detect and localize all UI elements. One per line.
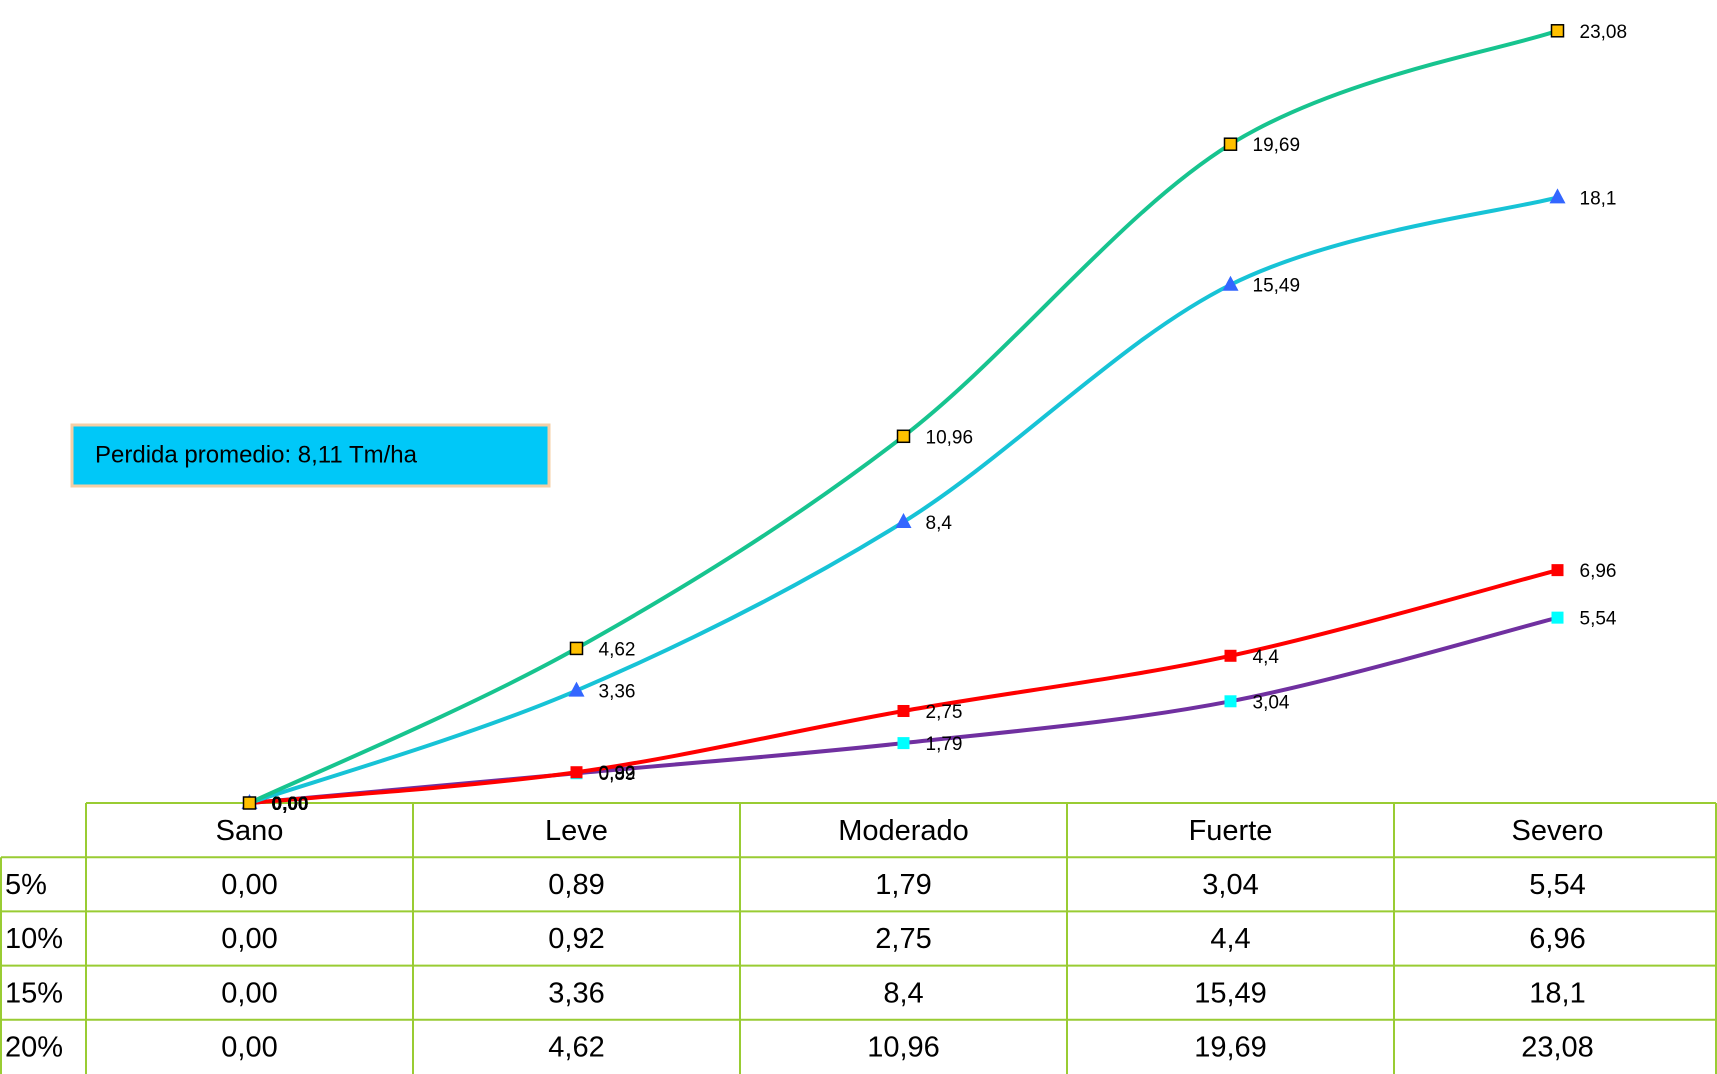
table-cell: 23,08 (1521, 1032, 1594, 1064)
data-label: 1,79 (926, 734, 963, 755)
marker (1223, 137, 1238, 151)
marker (1549, 188, 1566, 204)
data-label: 4,4 (1253, 647, 1280, 668)
plot: 0,000,891,793,045,540,000,922,754,46,960… (241, 22, 1628, 815)
table-cell: 4,62 (548, 1032, 604, 1064)
marker (896, 429, 911, 444)
table-cell: 0,89 (548, 869, 604, 901)
data-label: 8,4 (926, 513, 953, 534)
data-label: 0,00 (272, 794, 309, 815)
marker (897, 737, 910, 750)
column-header: Fuerte (1189, 815, 1273, 847)
table-cell: 19,69 (1194, 1032, 1267, 1064)
row-header: 20% (5, 1032, 63, 1064)
column-header: Moderado (838, 815, 969, 847)
data-label: 19,69 (1253, 135, 1301, 156)
marker (1551, 611, 1564, 624)
data-label: 4,62 (599, 639, 636, 660)
row-header: 5% (5, 869, 47, 901)
data-label: 0,89 (599, 764, 636, 785)
series-line (249, 568, 1559, 805)
row-header: 15% (5, 977, 63, 1009)
data-label: 5,54 (1580, 609, 1617, 630)
table-cell: 10,96 (867, 1032, 940, 1064)
data-label: 2,75 (926, 702, 963, 723)
data-label: 0,92 (599, 763, 636, 784)
marker (1551, 564, 1564, 577)
data-label: 3,04 (1253, 692, 1290, 713)
data-table: Sano Leve Moderado Fuerte Severo 5% 0,00 0,89 1,… (0, 802, 1717, 1074)
marker (895, 512, 912, 528)
table-cell: 2,75 (875, 923, 931, 955)
table-cell: 0,00 (221, 977, 277, 1009)
marker (570, 766, 583, 779)
table-cell: 3,36 (548, 977, 604, 1009)
table-cell: 15,49 (1194, 977, 1267, 1009)
marker (242, 796, 257, 810)
series-line (248, 28, 1559, 805)
table-cell: 18,1 (1529, 977, 1585, 1009)
data-label: 0,00 (272, 794, 309, 815)
data-label: 6,96 (1580, 561, 1617, 582)
table-cell: 5,54 (1529, 869, 1585, 901)
table-cell: 1,79 (875, 869, 931, 901)
data-label: 15,49 (1253, 276, 1301, 297)
marker (568, 681, 585, 697)
table-cell: 0,00 (221, 923, 277, 955)
data-label: 0,00 (272, 794, 309, 815)
data-label: 0,00 (272, 794, 309, 815)
data-label: 23,08 (1580, 22, 1628, 43)
marker (897, 704, 910, 717)
annotation-box (70, 423, 551, 488)
table-cell: 8,4 (883, 977, 923, 1009)
table-cell: 6,96 (1529, 923, 1585, 955)
data-label: 10,96 (926, 427, 974, 448)
marker (1222, 275, 1239, 291)
table-cell: 0,00 (221, 1032, 277, 1064)
data-label: 3,36 (599, 682, 636, 703)
column-header: Sano (216, 815, 284, 847)
marker (1224, 695, 1237, 708)
column-header: Leve (545, 815, 608, 847)
row-header: 10% (5, 923, 63, 955)
data-label: 18,1 (1580, 188, 1617, 209)
table-cell: 0,00 (221, 869, 277, 901)
table-cell: 4,4 (1210, 923, 1250, 955)
column-header: Severo (1512, 815, 1604, 847)
marker (1224, 649, 1237, 662)
annotation: Perdida promedio: 8,11 Tm/ha (95, 441, 418, 468)
table-cell: 0,92 (548, 923, 604, 955)
marker (569, 641, 584, 656)
table-cell: 3,04 (1202, 869, 1258, 901)
marker (1550, 24, 1565, 38)
